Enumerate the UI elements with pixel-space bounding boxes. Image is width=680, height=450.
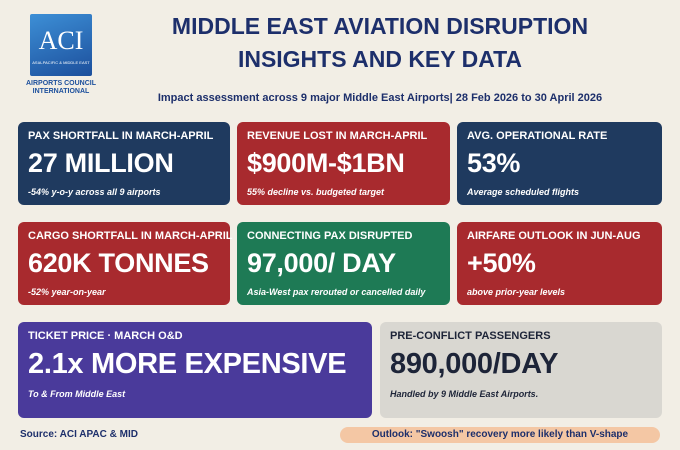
card-label: TICKET PRICE · MARCH O&D xyxy=(28,330,183,342)
card-label: REVENUE LOST IN MARCH-APRIL xyxy=(247,130,428,142)
card-label: AIRFARE OUTLOOK IN JUN-AUG xyxy=(467,230,641,242)
card-note: above prior-year levels xyxy=(467,287,566,297)
card-label: CARGO SHORTFALL IN MARCH-APRIL xyxy=(28,230,233,242)
card-value: 97,000/ DAY xyxy=(247,248,396,278)
stat-card: CONNECTING PAX DISRUPTED 97,000/ DAY Asia-… xyxy=(237,222,450,305)
stat-card: AVG. OPERATIONAL RATE 53% Average schedule… xyxy=(457,122,662,205)
card-label: AVG. OPERATIONAL RATE xyxy=(467,130,608,142)
card-value: 2.1x MORE EXPENSIVE xyxy=(28,348,347,380)
title: MIDDLE EAST AVIATION DISRUPTION INSIGHTS… xyxy=(110,10,650,76)
stat-card: PAX SHORTFALL IN MARCH-APRIL 27 MILLION -5… xyxy=(18,122,230,205)
card-note: 55% decline vs. budgeted target xyxy=(247,187,385,197)
stat-card: REVENUE LOST IN MARCH-APRIL $900M-$1BN 55%… xyxy=(237,122,450,205)
card-note: Handled by 9 Middle East Airports. xyxy=(390,389,539,399)
title-line: INSIGHTS AND KEY DATA xyxy=(237,46,523,72)
stat-card: TICKET PRICE · MARCH O&D 2.1x MORE EXPENS… xyxy=(18,322,372,418)
card-note: Average scheduled flights xyxy=(467,187,580,197)
logo-mark: ACI xyxy=(38,26,84,55)
card-label: PRE-CONFLICT PASSENGERS xyxy=(390,330,551,342)
stat-card: CARGO SHORTFALL IN MARCH-APRIL 620K TONNE… xyxy=(18,222,233,305)
card-value: 27 MILLION xyxy=(28,148,174,178)
card-note: To & From Middle East xyxy=(28,389,126,399)
subtitle: Impact assessment across 9 major Middle … xyxy=(157,92,603,104)
logo: ACI ASIA-PACIFIC & MIDDLE EAST xyxy=(30,14,92,76)
logo-region: ASIA-PACIFIC & MIDDLE EAST xyxy=(32,60,90,65)
card-value: 620K TONNES xyxy=(28,248,209,278)
card-value: $900M-$1BN xyxy=(247,148,405,178)
card-value: +50% xyxy=(467,248,536,278)
source: Source: ACI APAC & MID xyxy=(20,429,138,440)
card-note: -54% y-o-y across all 9 airports xyxy=(28,187,161,197)
stat-card: PRE-CONFLICT PASSENGERS 890,000/DAY Handle… xyxy=(380,322,662,418)
card-label: PAX SHORTFALL IN MARCH-APRIL xyxy=(28,130,214,142)
card-label: CONNECTING PAX DISRUPTED xyxy=(247,230,413,242)
title-line: MIDDLE EAST AVIATION DISRUPTION xyxy=(171,13,589,39)
card-note: Asia-West pax rerouted or cancelled dail… xyxy=(247,287,426,297)
card-note: -52% year-on-year xyxy=(28,287,106,297)
outlook-pill: Outlook: "Swoosh" recovery more likely t… xyxy=(340,427,660,443)
card-value: 53% xyxy=(467,148,521,178)
logo-name: AIRPORTS COUNCIL INTERNATIONAL xyxy=(26,80,96,95)
card-value: 890,000/DAY xyxy=(390,348,559,380)
stat-card: AIRFARE OUTLOOK IN JUN-AUG +50% above prio… xyxy=(457,222,662,305)
